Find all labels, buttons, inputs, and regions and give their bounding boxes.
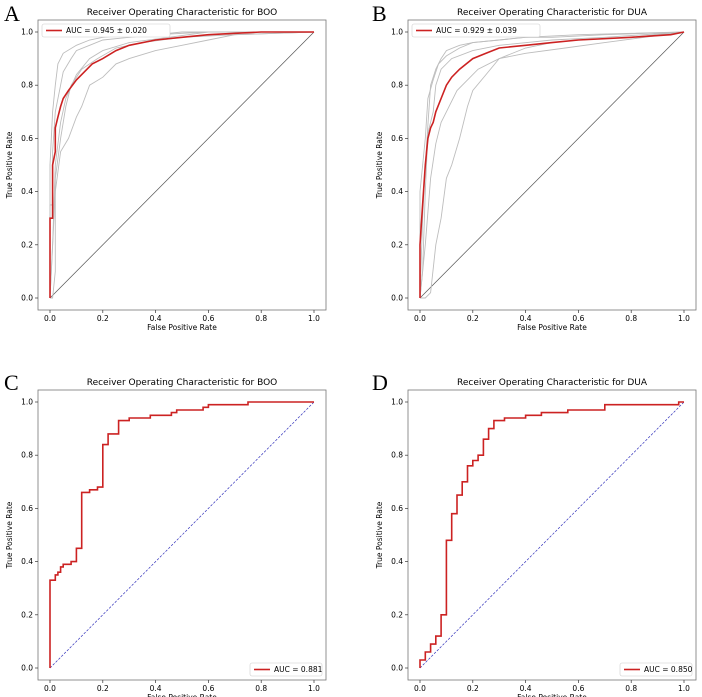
y-tick-label: 0.4 (391, 187, 403, 196)
legend-box (41, 23, 171, 38)
chance-diagonal-line (419, 31, 685, 299)
x-tick-label: 0.4 (520, 684, 532, 693)
x-tick-label: 1.0 (678, 314, 690, 323)
x-tick-label: 1.0 (308, 684, 320, 693)
x-tick-label: 0.2 (467, 314, 479, 323)
x-tick-label: 0.2 (97, 684, 109, 693)
plot-frame (407, 19, 697, 311)
panel-letter-b: B (372, 1, 387, 26)
x-tick-label: 0.4 (520, 314, 532, 323)
x-tick-label: 0.6 (572, 684, 584, 693)
y-tick-label: 0.4 (391, 557, 403, 566)
y-tick-label: 1.0 (391, 28, 403, 37)
y-axis-label: True Positive Rate (5, 501, 14, 569)
mean-roc-line (419, 31, 685, 298)
chart-title: Receiver Operating Characteristic for DU… (457, 378, 648, 388)
fold-roc-line (49, 31, 314, 299)
chart-title: Receiver Operating Characteristic for DU… (457, 8, 648, 18)
y-tick-label: 0.8 (21, 451, 33, 460)
x-tick-label: 0.0 (414, 684, 426, 693)
x-tick-label: 1.0 (678, 684, 690, 693)
y-tick-label: 0.6 (391, 134, 403, 143)
y-tick-label: 0.6 (391, 504, 403, 513)
x-tick-label: 0.0 (44, 684, 56, 693)
chance-diagonal-line (419, 401, 685, 669)
x-axis-label: False Positive Rate (147, 693, 217, 697)
x-axis-label: False Positive Rate (147, 323, 217, 332)
x-tick-label: 0.8 (625, 684, 637, 693)
y-tick-label: 0.6 (21, 134, 33, 143)
chart-title: Receiver Operating Characteristic for BO… (87, 378, 278, 388)
y-tick-label: 0.0 (391, 294, 403, 303)
y-tick-label: 1.0 (21, 398, 33, 407)
y-tick-label: 1.0 (21, 28, 33, 37)
y-tick-label: 0.8 (391, 451, 403, 460)
x-tick-label: 0.8 (255, 314, 267, 323)
chart-panel-c: 0.0 0.2 0.4 0.6 0.8 1.0 0.0 0.2 0.4 0.6 0.8 1.0 Rece… (5, 378, 327, 697)
legend-label: AUC = 0.929 ± 0.039 (436, 26, 517, 35)
legend-box (411, 23, 541, 38)
fold-roc-line (419, 31, 685, 298)
chart-title: Receiver Operating Characteristic for BO… (87, 8, 278, 18)
x-tick-label: 0.6 (202, 314, 214, 323)
fold-roc-line (419, 31, 685, 299)
y-axis-label: True Positive Rate (375, 501, 384, 569)
x-tick-label: 0.0 (414, 314, 426, 323)
mean-roc-line (419, 401, 684, 668)
chart-panel-d: 0.0 0.2 0.4 0.6 0.8 1.0 0.0 0.2 0.4 0.6 0.8 1.0 Rece… (375, 378, 697, 697)
y-tick-label: 0.8 (391, 81, 403, 90)
plot-frame (37, 19, 327, 311)
plot-frame (407, 389, 697, 681)
legend-label: AUC = 0.945 ± 0.020 (66, 26, 147, 35)
x-tick-label: 0.2 (97, 314, 109, 323)
y-tick-label: 0.4 (21, 187, 33, 196)
y-tick-label: 0.2 (391, 240, 403, 249)
mean-roc-line (49, 31, 314, 298)
y-tick-label: 0.0 (391, 664, 403, 673)
x-axis-label: False Positive Rate (517, 693, 587, 697)
chance-diagonal-line (49, 31, 315, 299)
y-tick-label: 0.0 (21, 664, 33, 673)
fold-roc-line (49, 31, 315, 299)
panel-letter-a: A (4, 1, 20, 26)
y-axis-label: True Positive Rate (5, 131, 14, 199)
plot-frame (37, 389, 327, 681)
chance-diagonal-line (49, 401, 315, 669)
y-tick-label: 0.8 (21, 81, 33, 90)
y-tick-label: 0.6 (21, 504, 33, 513)
legend-label: AUC = 0.881 (274, 665, 323, 674)
x-tick-label: 0.8 (625, 314, 637, 323)
panel-letter-d: D (372, 370, 388, 395)
fold-roc-line (419, 31, 685, 299)
panel-letter-c: C (4, 370, 19, 395)
x-tick-label: 0.2 (467, 684, 479, 693)
x-axis-label: False Positive Rate (517, 323, 587, 332)
legend-box (619, 662, 693, 677)
x-tick-label: 0.6 (202, 684, 214, 693)
y-tick-label: 0.4 (21, 557, 33, 566)
x-tick-label: 0.6 (572, 314, 584, 323)
y-tick-label: 0.2 (21, 240, 33, 249)
legend-label: AUC = 0.850 (644, 665, 693, 674)
y-tick-label: 0.2 (21, 610, 33, 619)
mean-roc-line (49, 401, 314, 668)
x-tick-label: 0.8 (255, 684, 267, 693)
chart-panel-b: 0.0 0.2 0.4 0.6 0.8 1.0 0.0 0.2 0.4 0.6 0.8 1.0 Rece… (375, 8, 697, 332)
y-tick-label: 0.2 (391, 610, 403, 619)
x-tick-label: 0.0 (44, 314, 56, 323)
y-tick-label: 0.0 (21, 294, 33, 303)
y-tick-label: 1.0 (391, 398, 403, 407)
chart-panel-a: 0.0 0.2 0.4 0.6 0.8 1.0 0.0 0.2 0.4 0.6 0.8 1.0 Rece… (5, 8, 327, 332)
x-tick-label: 1.0 (308, 314, 320, 323)
y-axis-label: True Positive Rate (375, 131, 384, 199)
x-tick-label: 0.4 (150, 314, 162, 323)
x-tick-label: 0.4 (150, 684, 162, 693)
legend-box (249, 662, 323, 677)
